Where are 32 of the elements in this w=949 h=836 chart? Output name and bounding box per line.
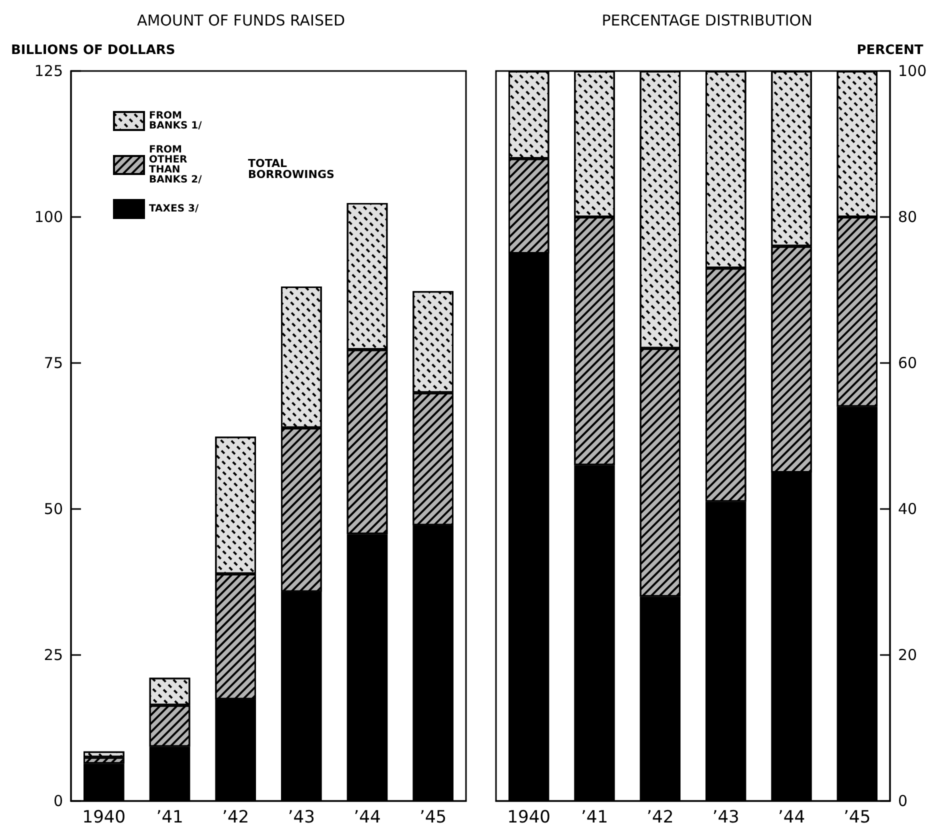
y-tick-label: 50: [44, 500, 63, 518]
y-axis-title: BILLIONS OF DOLLARS: [11, 43, 176, 58]
x-tick-label: ’42: [646, 808, 674, 828]
y-tick-label: 100: [898, 62, 927, 80]
legend-label: FROM BANKS 1/: [149, 110, 202, 132]
annotation: TOTAL BORROWINGS: [248, 157, 334, 181]
x-tick-label: 1940: [82, 808, 126, 828]
x-tick-label: ’42: [222, 808, 250, 828]
x-tick-label: 1940: [507, 808, 550, 828]
y-tick-label: 80: [898, 208, 918, 226]
y-tick-label: 0: [53, 792, 63, 810]
x-tick-label: ’41: [580, 808, 608, 828]
y-tick-label: 60: [898, 354, 918, 372]
x-tick-label: ’45: [844, 808, 871, 828]
y-tick-label: 125: [34, 62, 63, 80]
legend-label: FROM OTHER THAN BANKS 2/: [149, 144, 202, 186]
x-tick-label: ’41: [156, 808, 184, 828]
x-tick-label: ’44: [354, 808, 381, 828]
y-tick-label: 100: [34, 208, 63, 226]
chart-title: PERCENTAGE DISTRIBUTION: [602, 12, 812, 30]
x-tick-label: ’43: [288, 808, 315, 828]
x-tick-label: ’45: [420, 808, 447, 828]
y-tick-label: 40: [898, 500, 918, 518]
x-tick-label: ’44: [778, 808, 806, 828]
y-tick-label: 75: [44, 354, 63, 372]
chart-title: AMOUNT OF FUNDS RAISED: [136, 12, 346, 30]
x-tick-label: ’43: [712, 808, 740, 828]
y-tick-label: 0: [898, 792, 908, 810]
y-tick-label: 25: [44, 646, 63, 664]
y-tick-label: 20: [898, 646, 918, 664]
y-axis-title: PERCENT: [856, 43, 924, 58]
legend-label: TAXES 3/: [149, 204, 199, 214]
